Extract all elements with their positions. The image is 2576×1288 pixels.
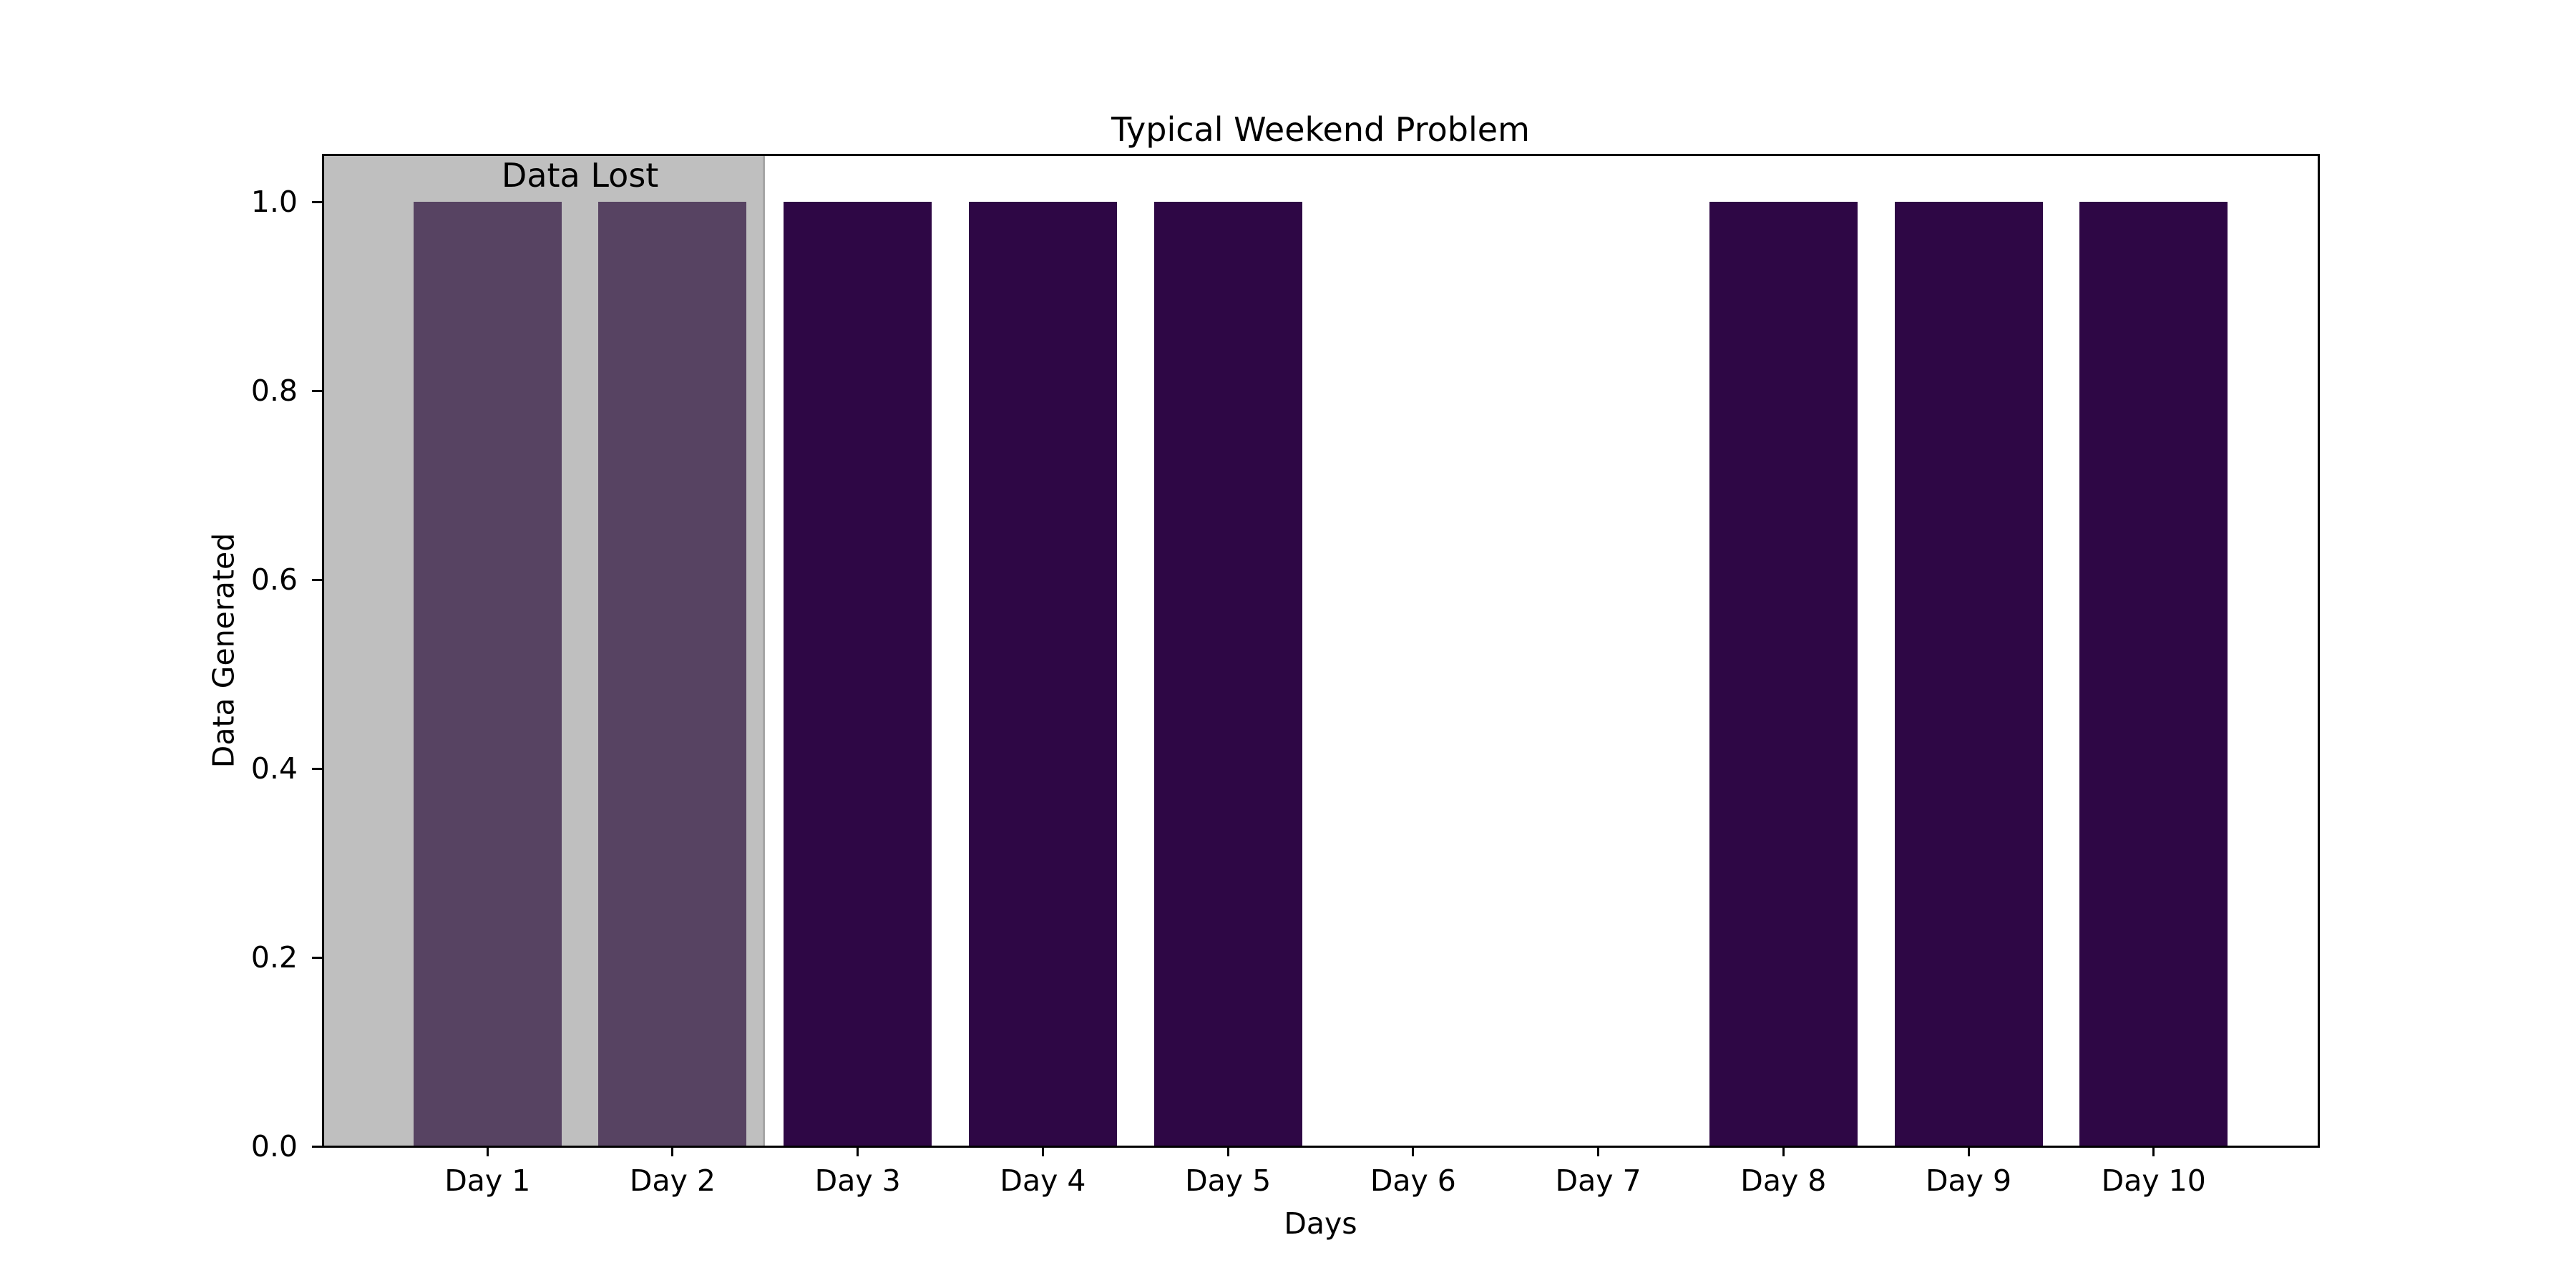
x-tick-label: Day 9 — [1925, 1163, 2012, 1198]
y-axis-label: Data Generated — [206, 532, 241, 769]
bar-day-3 — [784, 202, 932, 1146]
x-tick — [1597, 1146, 1600, 1156]
bar-day-4 — [968, 202, 1117, 1146]
x-tick-label: Day 10 — [2101, 1163, 2206, 1198]
x-tick — [857, 1146, 859, 1156]
y-tick-label: 0.0 — [250, 1129, 298, 1163]
x-tick-label: Day 2 — [629, 1163, 716, 1198]
y-tick — [312, 200, 323, 203]
bar-day-8 — [1709, 202, 1858, 1146]
chart-title: Typical Weekend Problem — [1111, 110, 1530, 149]
y-tick-label: 0.2 — [250, 940, 298, 975]
x-tick — [1041, 1146, 1044, 1156]
x-tick-label: Day 3 — [814, 1163, 901, 1198]
x-tick — [1226, 1146, 1229, 1156]
x-tick — [1967, 1146, 1970, 1156]
x-tick-label: Day 4 — [1000, 1163, 1086, 1198]
y-tick-label: 0.6 — [250, 562, 298, 597]
bar-day-10 — [2079, 202, 2228, 1146]
x-tick-label: Day 6 — [1370, 1163, 1456, 1198]
x-tick-label: Day 7 — [1555, 1163, 1641, 1198]
y-tick-label: 1.0 — [250, 185, 298, 219]
x-tick — [1412, 1146, 1415, 1156]
y-tick — [312, 956, 323, 959]
bar-day-5 — [1153, 202, 1302, 1146]
y-tick-label: 0.8 — [250, 374, 298, 408]
x-tick — [2152, 1146, 2155, 1156]
x-tick-label: Day 5 — [1185, 1163, 1272, 1198]
shaded-region-data-lost — [323, 155, 766, 1146]
x-tick-label: Day 1 — [444, 1163, 531, 1198]
x-tick-label: Day 8 — [1740, 1163, 1827, 1198]
annotation-data-lost: Data Lost — [501, 155, 659, 195]
y-tick-label: 0.4 — [250, 751, 298, 786]
x-axis-label: Days — [1284, 1206, 1357, 1241]
y-tick — [312, 389, 323, 392]
y-tick — [312, 767, 323, 770]
plot-area — [321, 153, 2320, 1148]
x-tick — [671, 1146, 674, 1156]
x-tick — [486, 1146, 489, 1156]
y-tick — [312, 1145, 323, 1148]
bar-day-9 — [1894, 202, 2043, 1146]
x-tick — [1782, 1146, 1785, 1156]
y-tick — [312, 578, 323, 581]
